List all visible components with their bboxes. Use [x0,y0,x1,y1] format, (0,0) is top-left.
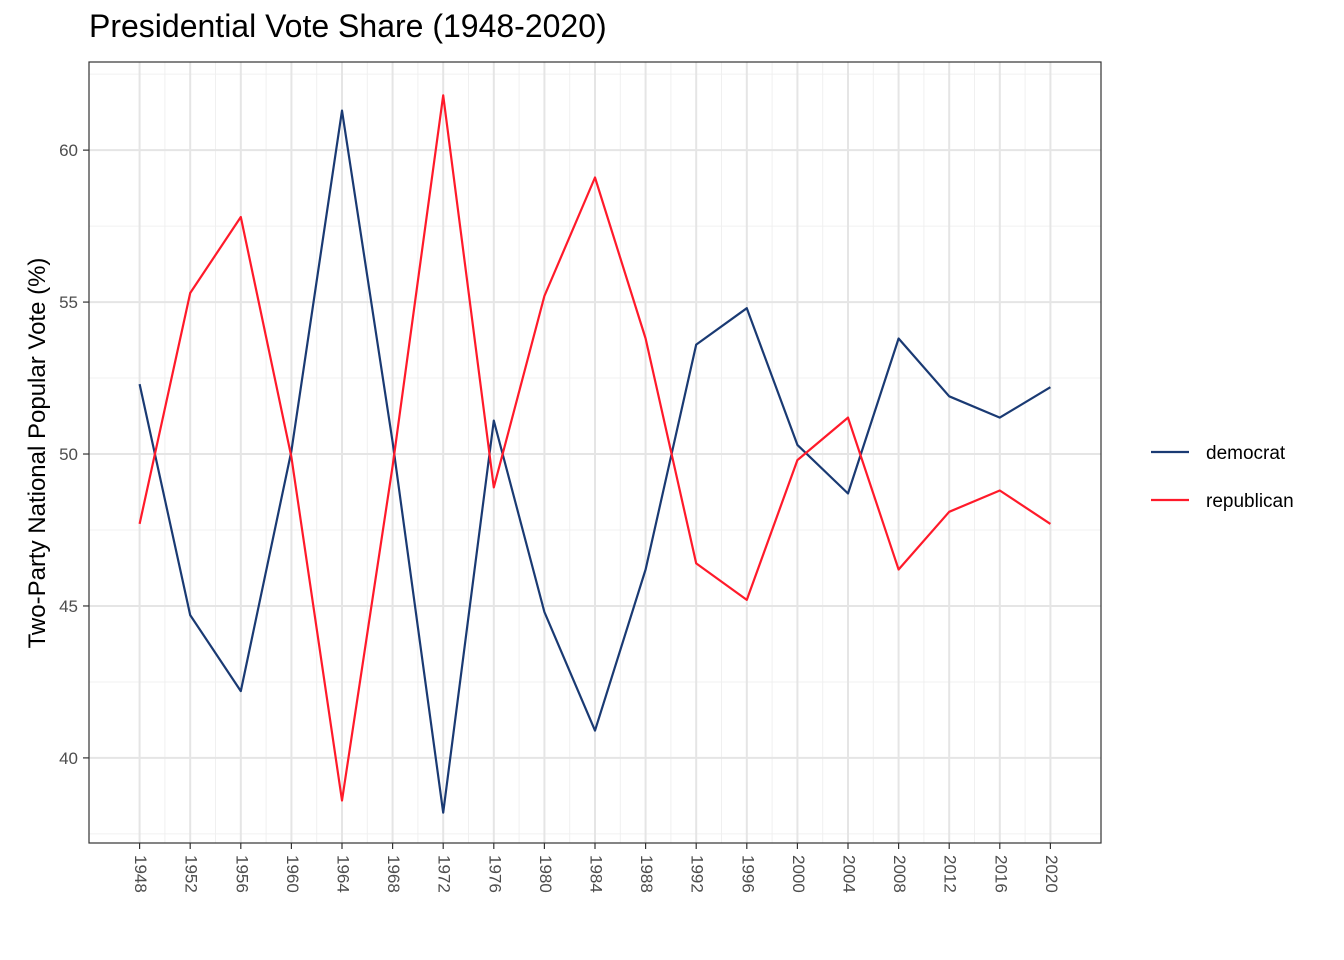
legend: democrat republican [1151,443,1294,512]
x-tick-label: 2020 [1042,855,1061,893]
x-tick-label: 1980 [536,855,555,893]
series-lines [138,94,1052,814]
y-tick-label: 50 [59,445,78,464]
x-tick-label: 1968 [384,855,403,893]
x-tick-label: 1964 [334,855,353,893]
x-tick-label: 2000 [789,855,808,893]
series-line-democrat [138,109,1051,814]
y-tick-label: 60 [59,141,78,160]
legend-label-republican: republican [1206,491,1294,512]
x-tick-label: 2016 [991,855,1010,893]
x-tick-label: 2004 [840,855,859,893]
x-tick-label: 1956 [232,855,251,893]
x-tick-label: 1976 [485,855,504,893]
x-tick-label: 1992 [688,855,707,893]
series-line-republican [138,94,1052,802]
axes: 40 45 50 55 60 1948 1952 1956 1960 1964 1968 1972 19… [59,141,1061,893]
y-tick-label: 45 [59,597,78,616]
x-tick-label: 2008 [890,855,909,893]
chart-title: Presidential Vote Share (1948-2020) [89,8,607,44]
y-tick-label: 40 [59,749,78,768]
y-tick-label: 55 [59,293,78,312]
legend-label-democrat: democrat [1206,443,1286,464]
x-tick-label: 1952 [182,855,201,893]
x-tick-label: 1972 [435,855,454,893]
x-tick-label: 1948 [131,855,150,893]
x-tick-label: 1984 [587,855,606,893]
x-tick-label: 2012 [941,855,960,893]
x-tick-label: 1988 [637,855,656,893]
x-tick-label: 1960 [283,855,302,893]
x-tick-label: 1996 [738,855,757,893]
